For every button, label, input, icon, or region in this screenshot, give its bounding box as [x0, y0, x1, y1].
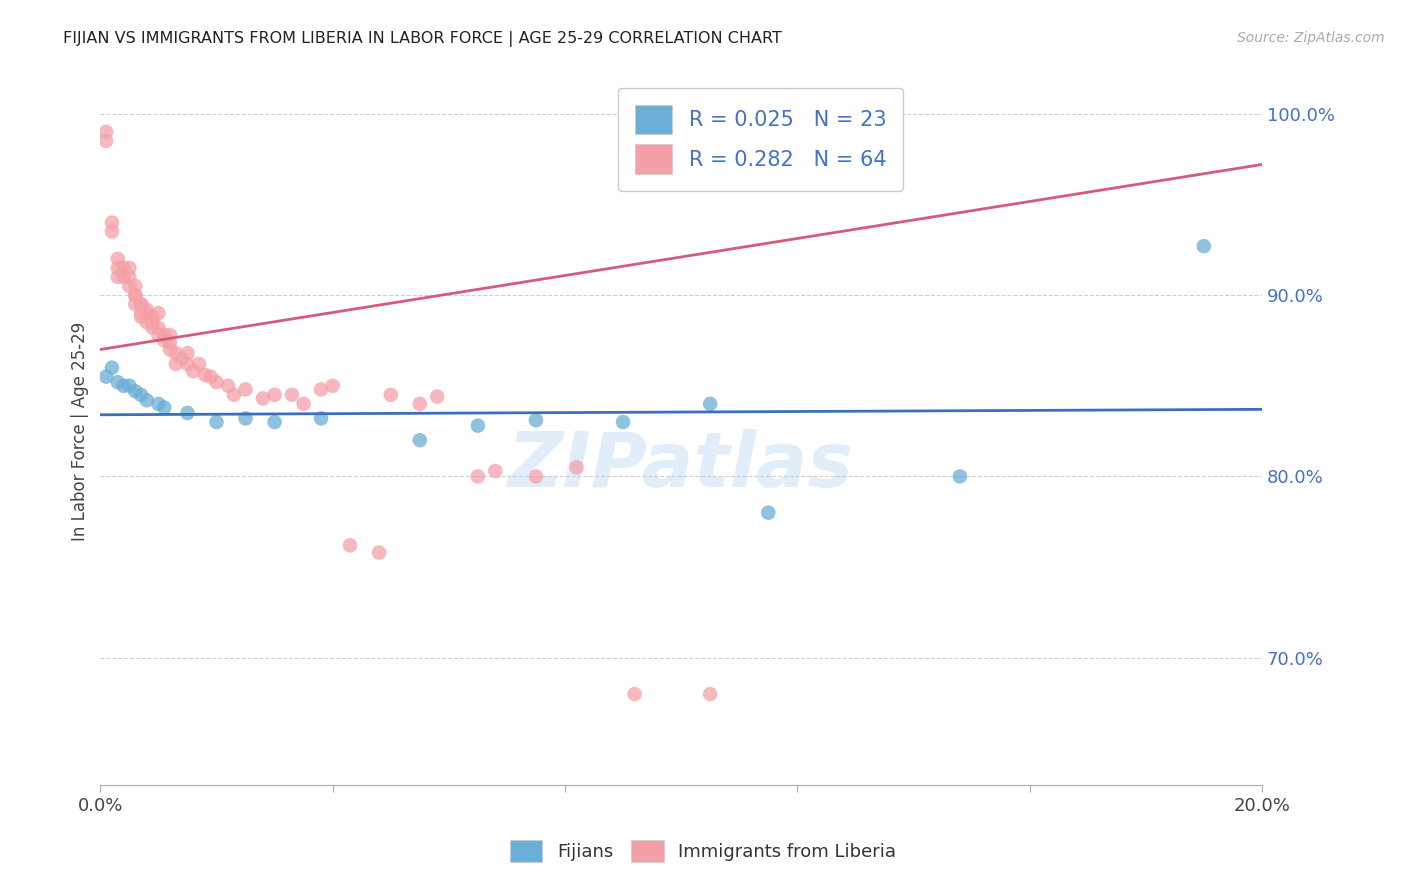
- Point: [409, 397, 432, 411]
- Point: [159, 343, 181, 357]
- Point: [118, 279, 141, 293]
- Point: [124, 384, 146, 399]
- Point: [148, 320, 170, 334]
- Point: [205, 375, 228, 389]
- Point: [194, 368, 217, 382]
- Point: [292, 397, 315, 411]
- Point: [129, 388, 152, 402]
- Point: [263, 415, 285, 429]
- Point: [1192, 239, 1215, 253]
- Point: [148, 397, 170, 411]
- Point: [322, 378, 344, 392]
- Point: [142, 315, 165, 329]
- Point: [153, 334, 176, 348]
- Point: [612, 415, 634, 429]
- Point: [484, 464, 506, 478]
- Point: [159, 328, 181, 343]
- Point: [368, 546, 391, 560]
- Point: [118, 269, 141, 284]
- Point: [107, 375, 129, 389]
- Point: [118, 260, 141, 275]
- Point: [153, 328, 176, 343]
- Point: [101, 360, 124, 375]
- Point: [699, 687, 721, 701]
- Point: [339, 538, 361, 552]
- Legend: Fijians, Immigrants from Liberia: Fijians, Immigrants from Liberia: [503, 833, 903, 870]
- Point: [252, 392, 274, 406]
- Point: [153, 401, 176, 415]
- Point: [129, 297, 152, 311]
- Point: [263, 388, 285, 402]
- Point: [101, 225, 124, 239]
- Point: [112, 260, 135, 275]
- Y-axis label: In Labor Force | Age 25-29: In Labor Force | Age 25-29: [72, 321, 89, 541]
- Point: [524, 413, 547, 427]
- Point: [176, 357, 198, 371]
- Point: [135, 306, 157, 320]
- Point: [96, 125, 118, 139]
- Point: [107, 269, 129, 284]
- Point: [309, 411, 332, 425]
- Point: [135, 302, 157, 317]
- Point: [524, 469, 547, 483]
- Point: [142, 320, 165, 334]
- Point: [142, 310, 165, 324]
- Legend: R = 0.025   N = 23, R = 0.282   N = 64: R = 0.025 N = 23, R = 0.282 N = 64: [617, 87, 903, 191]
- Point: [107, 252, 129, 266]
- Point: [281, 388, 304, 402]
- Point: [101, 215, 124, 229]
- Point: [129, 306, 152, 320]
- Point: [309, 383, 332, 397]
- Point: [170, 351, 193, 366]
- Point: [467, 469, 489, 483]
- Point: [135, 315, 157, 329]
- Point: [165, 357, 187, 371]
- Text: ZIPatlas: ZIPatlas: [508, 429, 853, 503]
- Point: [235, 411, 257, 425]
- Point: [467, 418, 489, 433]
- Point: [565, 460, 588, 475]
- Text: Source: ZipAtlas.com: Source: ZipAtlas.com: [1237, 31, 1385, 45]
- Point: [380, 388, 402, 402]
- Point: [756, 506, 779, 520]
- Point: [148, 306, 170, 320]
- Point: [165, 346, 187, 360]
- Point: [205, 415, 228, 429]
- Point: [124, 288, 146, 302]
- Point: [426, 390, 449, 404]
- Point: [176, 346, 198, 360]
- Point: [107, 260, 129, 275]
- Point: [949, 469, 972, 483]
- Point: [623, 687, 645, 701]
- Point: [129, 297, 152, 311]
- Point: [235, 383, 257, 397]
- Point: [181, 364, 204, 378]
- Point: [176, 406, 198, 420]
- Point: [200, 369, 222, 384]
- Point: [124, 297, 146, 311]
- Point: [699, 397, 721, 411]
- Point: [96, 134, 118, 148]
- Point: [112, 269, 135, 284]
- Point: [118, 378, 141, 392]
- Point: [129, 310, 152, 324]
- Point: [124, 288, 146, 302]
- Point: [112, 378, 135, 392]
- Point: [159, 335, 181, 350]
- Point: [96, 369, 118, 384]
- Text: FIJIAN VS IMMIGRANTS FROM LIBERIA IN LABOR FORCE | AGE 25-29 CORRELATION CHART: FIJIAN VS IMMIGRANTS FROM LIBERIA IN LAB…: [63, 31, 782, 47]
- Point: [409, 433, 432, 447]
- Point: [124, 279, 146, 293]
- Point: [188, 357, 211, 371]
- Point: [135, 393, 157, 408]
- Point: [217, 378, 239, 392]
- Point: [222, 388, 245, 402]
- Point: [148, 328, 170, 343]
